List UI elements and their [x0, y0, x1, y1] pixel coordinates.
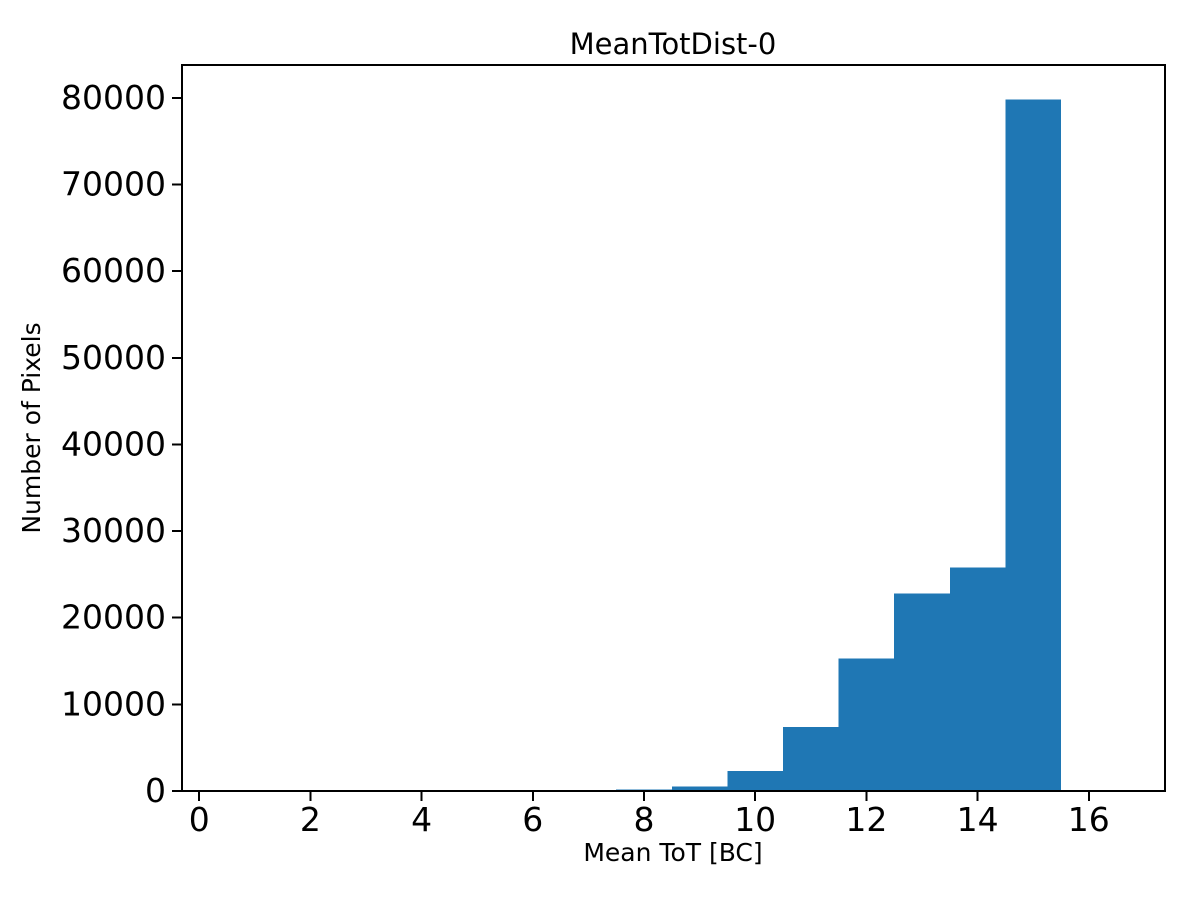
- y-tick-label: 20000: [61, 598, 166, 637]
- histogram-bar: [838, 658, 895, 791]
- y-tick-label: 30000: [61, 511, 166, 550]
- x-axis-label: Mean ToT [BC]: [583, 838, 762, 867]
- x-tick-label: 0: [189, 800, 210, 839]
- y-tick-label: 0: [145, 771, 166, 810]
- chart-title: MeanTotDist-0: [570, 27, 777, 61]
- x-tick-label: 12: [845, 800, 887, 839]
- y-tick-label: 40000: [61, 425, 166, 464]
- x-tick-label: 16: [1068, 800, 1110, 839]
- x-tick-label: 6: [522, 800, 543, 839]
- x-tick-label: 8: [634, 800, 655, 839]
- y-tick-label: 60000: [61, 251, 166, 290]
- x-tick-label: 10: [734, 800, 776, 839]
- histogram-bar: [727, 771, 783, 791]
- x-tick-label: 2: [300, 800, 321, 839]
- ticks-layer: 0 2 4 6 8 10 12 14 16 0 10000 20000 30000 40000 50000 6…: [61, 78, 1110, 839]
- histogram-bar: [671, 786, 728, 791]
- y-tick-label: 70000: [61, 165, 166, 204]
- y-tick-label: 50000: [61, 338, 166, 377]
- y-axis-label: Number of Pixels: [17, 322, 46, 533]
- axes-frame: [181, 64, 1166, 792]
- histogram-bar: [949, 567, 1006, 791]
- x-tick-label: 4: [411, 800, 432, 839]
- histogram-bar: [894, 593, 950, 791]
- y-tick-label: 80000: [61, 78, 166, 117]
- x-tick-label: 14: [957, 800, 999, 839]
- y-tick-label: 10000: [61, 684, 166, 723]
- histogram-bar: [1005, 99, 1061, 791]
- histogram-bar: [783, 726, 839, 791]
- bars-layer: [616, 99, 1061, 791]
